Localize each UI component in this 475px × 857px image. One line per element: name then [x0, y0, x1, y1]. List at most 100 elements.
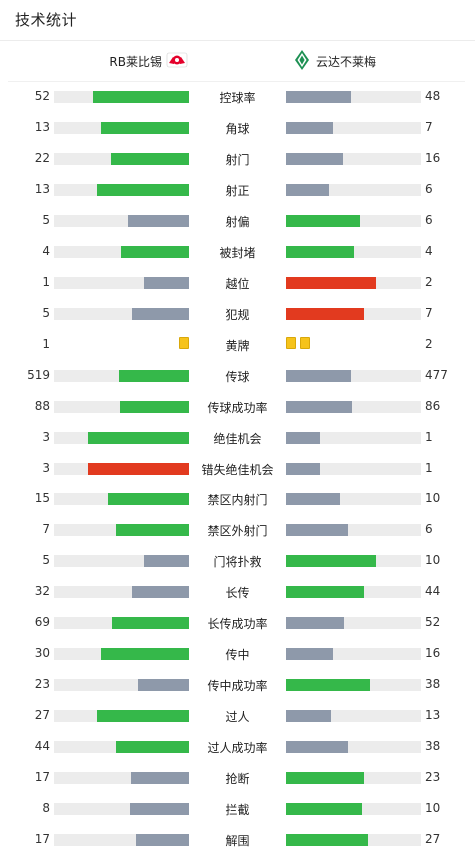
- home-bar-fill: [108, 493, 189, 506]
- stat-row: 3 绝佳机会 1: [0, 422, 475, 453]
- away-bar-track: [286, 245, 421, 258]
- home-bar-fill: [93, 91, 189, 103]
- stat-row: 22 射门 16: [0, 143, 475, 174]
- away-bar-fill: [286, 214, 360, 227]
- away-bar-fill: [286, 617, 344, 630]
- stat-label: 角球: [225, 121, 250, 136]
- home-bar-track: [54, 524, 189, 537]
- home-bar-track: [54, 152, 189, 165]
- home-bar-track: [54, 369, 189, 382]
- stat-label: 长传: [225, 586, 250, 601]
- away-value: 477: [425, 367, 448, 382]
- away-value: 7: [425, 305, 433, 320]
- stat-label: 传中: [225, 648, 250, 663]
- stat-label: 射正: [225, 183, 250, 198]
- stat-row: 519 传球 477: [0, 360, 475, 391]
- away-bar-track: [286, 183, 421, 196]
- away-bar-track: [286, 586, 421, 599]
- home-bar-track: [54, 803, 189, 816]
- away-bar-track: [286, 121, 421, 134]
- away-bar-fill: [286, 307, 364, 320]
- away-bar-fill: [286, 245, 354, 258]
- away-bar-fill: [286, 586, 364, 599]
- stat-row: 30 传中 16: [0, 638, 475, 669]
- away-bar-track: [286, 524, 421, 537]
- home-bar-fill: [119, 369, 189, 382]
- home-value: 30: [34, 646, 50, 661]
- away-bar-fill: [286, 493, 340, 506]
- away-value: 52: [425, 615, 441, 630]
- away-bar-track: [286, 400, 421, 413]
- home-bar-fill: [97, 183, 189, 196]
- away-bar-track: [286, 91, 421, 103]
- away-team-name: 云达不莱梅: [316, 55, 377, 69]
- away-value: 4: [425, 243, 433, 258]
- home-bar-track: [54, 214, 189, 227]
- home-bar-fill: [101, 121, 189, 134]
- stat-label: 拦截: [225, 803, 250, 818]
- stat-label: 过人: [225, 710, 250, 725]
- away-bar-fill: [286, 555, 376, 568]
- away-value: 6: [425, 212, 433, 227]
- home-value: 5: [42, 553, 50, 568]
- home-team[interactable]: RB莱比锡: [109, 52, 188, 71]
- away-value: 6: [425, 522, 433, 537]
- away-bar-fill: [286, 772, 364, 785]
- home-value: 32: [34, 584, 50, 599]
- home-value: 1: [42, 336, 50, 351]
- home-bar-track: [54, 183, 189, 196]
- away-team[interactable]: 云达不莱梅: [294, 49, 376, 74]
- away-value: 10: [425, 553, 441, 568]
- home-bar-track: [54, 431, 189, 444]
- home-bar-fill: [144, 276, 189, 289]
- stat-row: 3 错失绝佳机会 1: [0, 453, 475, 484]
- away-bar-track: [286, 648, 421, 661]
- home-yellow-cards: [179, 336, 189, 349]
- away-bar-fill: [286, 431, 320, 444]
- home-value: 27: [34, 708, 50, 723]
- stat-row: 5 犯规 7: [0, 298, 475, 329]
- away-value: 16: [425, 646, 441, 661]
- home-value: 44: [34, 739, 50, 754]
- stat-row: 5 门将扑救 10: [0, 545, 475, 576]
- stat-label: 门将扑救: [213, 555, 262, 570]
- yellow-card-icon: [179, 336, 189, 349]
- home-bar-fill: [88, 431, 189, 444]
- stat-label: 过人成功率: [207, 741, 268, 756]
- away-bar-track: [286, 307, 421, 320]
- stat-label: 抢断: [225, 772, 250, 787]
- away-value: 16: [425, 150, 441, 165]
- home-value: 88: [34, 398, 50, 413]
- stat-row: 1 越位 2: [0, 267, 475, 298]
- stat-label: 越位: [225, 276, 250, 291]
- stat-row: 88 传球成功率 86: [0, 391, 475, 422]
- away-value: 10: [425, 491, 441, 506]
- home-value: 52: [34, 89, 50, 103]
- away-value: 6: [425, 181, 433, 196]
- home-bar-track: [54, 648, 189, 661]
- away-value: 38: [425, 739, 441, 754]
- stat-label: 长传成功率: [207, 617, 268, 632]
- home-bar-track: [54, 617, 189, 630]
- home-bar-fill: [111, 152, 189, 165]
- home-bar-fill: [132, 586, 189, 599]
- stat-label: 传球: [225, 369, 250, 384]
- home-value: 22: [34, 150, 50, 165]
- home-bar-fill: [120, 400, 189, 413]
- away-value: 48: [425, 89, 441, 103]
- away-bar-track: [286, 741, 421, 754]
- away-bar-fill: [286, 710, 331, 723]
- stat-row: 7 禁区外射门 6: [0, 514, 475, 545]
- away-bar-track: [286, 493, 421, 506]
- stat-label: 禁区外射门: [207, 524, 268, 539]
- home-bar-fill: [136, 834, 189, 847]
- stat-row: 17 解围 27: [0, 824, 475, 855]
- away-value: 13: [425, 708, 441, 723]
- stat-row: 1 黄牌 2: [0, 329, 475, 360]
- yellow-card-icon: [286, 336, 296, 349]
- home-bar-track: [54, 493, 189, 506]
- away-bar-fill: [286, 648, 333, 661]
- home-bar-track: [54, 679, 189, 692]
- stat-row: 27 过人 13: [0, 700, 475, 731]
- home-bar-fill: [138, 679, 189, 692]
